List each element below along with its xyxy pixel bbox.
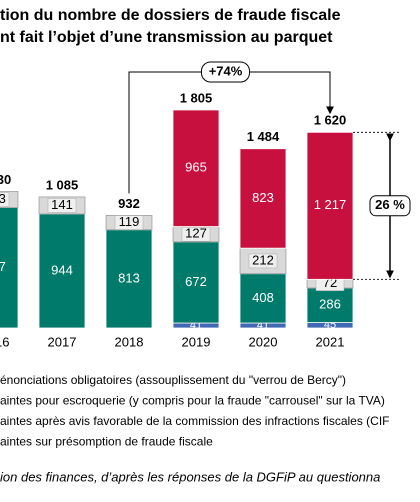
total-label: 1 620 (314, 113, 347, 128)
source: ion des finances, d’après les réponses d… (0, 469, 380, 484)
total-label: 1 484 (247, 129, 280, 144)
annotation-box (201, 61, 250, 83)
legend-label: aintes pour escroquerie (y compris pour … (0, 394, 385, 408)
bar-segment (38, 213, 86, 329)
x-tick-label: 2019 (182, 334, 211, 349)
value-label: 997 (0, 259, 6, 274)
value-label: 127 (185, 226, 207, 241)
x-tick-label: 2020 (249, 334, 278, 349)
chart-title: nt fait l’objet d’une transmission au pa… (0, 29, 333, 46)
label-box (248, 253, 278, 269)
value-label: 1 217 (314, 197, 347, 212)
label-box (114, 215, 144, 230)
value-label: 286 (319, 297, 341, 312)
legend-label: énonciations obligatoires (assouplisseme… (0, 373, 346, 387)
legend-label: aintes après avis favorable de la commis… (0, 414, 390, 428)
bar-segment (172, 241, 220, 324)
value-label: 944 (51, 262, 73, 277)
bar-segment (0, 207, 19, 329)
bar-segment (239, 148, 287, 249)
value-label: 133 (0, 191, 6, 206)
value-label: 408 (252, 290, 274, 305)
value-label: 212 (252, 252, 274, 267)
value-label: 813 (118, 270, 140, 285)
annotation-arrow (128, 71, 334, 194)
total-label: 932 (118, 196, 140, 211)
label-box (0, 192, 10, 207)
legend-label: aintes sur présomption de fraude fiscale (0, 435, 213, 449)
bar-segment (306, 131, 354, 280)
x-tick-label: 2018 (115, 334, 144, 349)
total-label: 1 130 (0, 172, 11, 187)
bar-segment (172, 109, 220, 227)
value-label: 119 (119, 214, 140, 229)
value-label: 965 (185, 160, 207, 175)
total-label: 1 085 (46, 177, 79, 192)
value-label: 141 (51, 197, 73, 212)
chart-title: tion du nombre de dossiers de fraude fis… (0, 7, 341, 24)
annotation: +74% (209, 63, 243, 78)
x-tick-label: 2017 (48, 334, 77, 349)
value-label: 672 (185, 274, 207, 289)
bar-segment (306, 287, 354, 323)
total-label: 1 805 (180, 90, 213, 105)
annotation-box (369, 195, 411, 217)
x-tick-label: 2016 (0, 334, 9, 349)
bar-segment (105, 229, 153, 329)
annotation: 26 % (375, 197, 405, 212)
x-tick-label: 2021 (316, 334, 345, 349)
value-label: 823 (252, 190, 274, 205)
label-box (47, 198, 77, 213)
label-box (181, 226, 211, 242)
